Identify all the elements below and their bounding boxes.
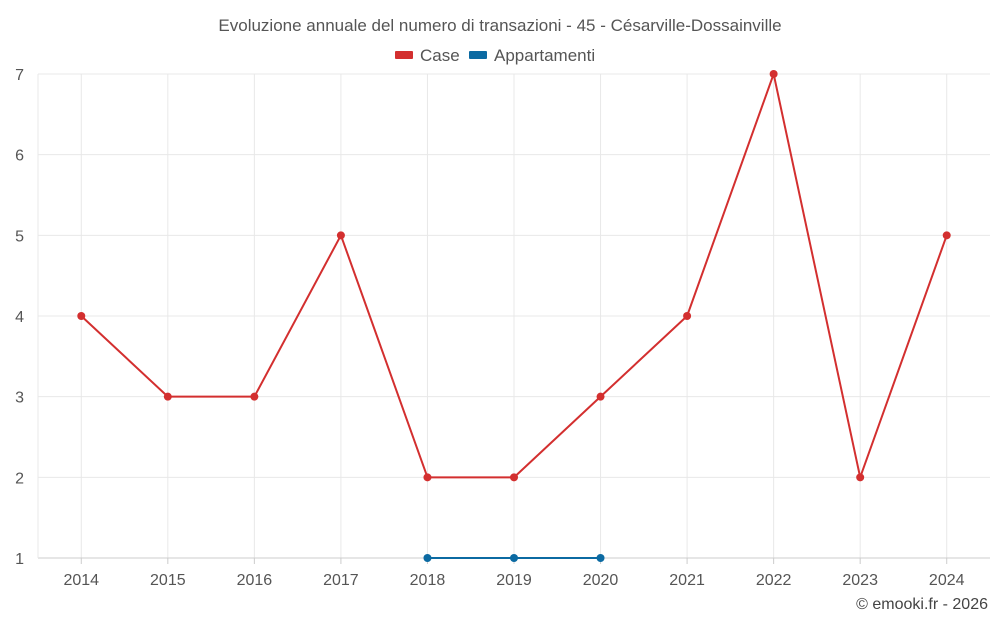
x-tick-label: 2015: [150, 572, 186, 589]
data-point-case[interactable]: [336, 231, 345, 240]
data-point-case[interactable]: [683, 312, 692, 320]
x-tick-label: 2020: [583, 572, 619, 589]
data-point-case[interactable]: [250, 392, 259, 401]
legend-label-appartamenti: Appartamenti: [494, 46, 595, 65]
x-tick-label: 2016: [237, 572, 273, 589]
legend: Case Appartamenti: [395, 46, 595, 65]
series-appartamenti: [423, 554, 605, 562]
series-layer: [77, 70, 951, 562]
legend-item-case[interactable]: Case: [395, 46, 460, 65]
x-tick-label: 2022: [756, 572, 792, 589]
chart-title: Evoluzione annuale del numero di transaz…: [218, 16, 781, 35]
data-point-case[interactable]: [596, 392, 605, 401]
data-point-appartamenti[interactable]: [510, 554, 518, 562]
legend-swatch-appartamenti: [469, 51, 487, 59]
data-point-case[interactable]: [423, 473, 432, 482]
data-point-case[interactable]: [77, 312, 86, 320]
data-point-appartamenti[interactable]: [423, 554, 432, 562]
data-point-case[interactable]: [510, 473, 518, 482]
y-tick-label: 6: [15, 148, 24, 165]
x-tick-label: 2021: [669, 572, 705, 589]
data-point-case[interactable]: [163, 392, 172, 401]
y-tick-label: 2: [15, 470, 24, 487]
x-tick-label: 2024: [929, 572, 965, 589]
legend-label-case: Case: [420, 46, 460, 65]
series-case: [77, 70, 951, 482]
x-tick-label: 2019: [496, 572, 532, 589]
x-tick-label: 2018: [410, 572, 446, 589]
y-tick-label: 5: [15, 228, 24, 245]
x-tick-label: 2023: [842, 572, 878, 589]
axes: 1 2 3 4 5 6 7 2014 2015 2016 2017 2018 2019 2020 2021 2…: [15, 67, 990, 589]
y-tick-label: 4: [15, 309, 24, 326]
data-point-case[interactable]: [769, 70, 778, 78]
y-tick-label: 3: [15, 390, 24, 407]
legend-swatch-case: [395, 51, 413, 59]
legend-item-appartamenti[interactable]: Appartamenti: [469, 46, 595, 65]
x-tick-label: 2014: [63, 572, 99, 589]
data-point-case[interactable]: [856, 473, 865, 482]
data-point-case[interactable]: [942, 231, 951, 240]
y-tick-label: 1: [15, 551, 24, 568]
x-tick-label: 2017: [323, 572, 359, 589]
y-tick-label: 7: [15, 67, 24, 84]
grid: [38, 73, 990, 558]
chart-credit: © emooki.fr - 2026: [856, 596, 988, 613]
data-point-appartamenti[interactable]: [596, 554, 605, 562]
